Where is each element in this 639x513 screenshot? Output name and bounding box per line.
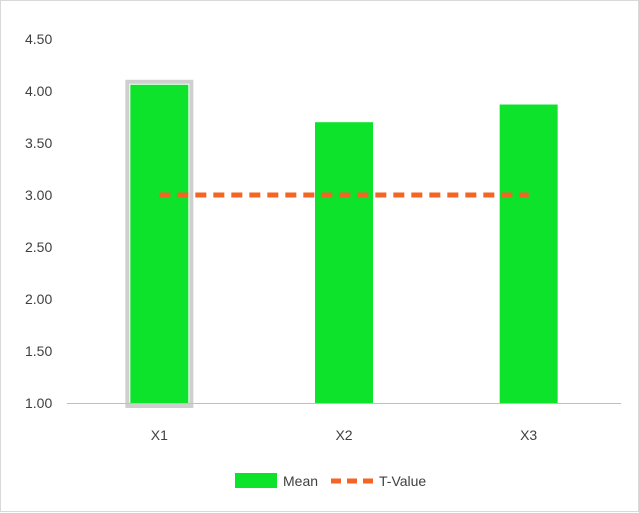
x-tick-label: X1 — [151, 427, 168, 443]
y-tick-label: 3.50 — [25, 135, 52, 151]
bar-x2[interactable] — [315, 122, 373, 403]
bar-x1[interactable] — [130, 84, 189, 403]
bars-group[interactable] — [125, 79, 558, 408]
legend: Mean T-Value — [235, 473, 426, 489]
y-tick-label: 3.00 — [25, 187, 52, 203]
x-tick-label: X3 — [520, 427, 537, 443]
y-tick-label: 4.50 — [25, 31, 52, 47]
y-tick-label: 1.50 — [25, 343, 52, 359]
bar-selection-outline — [125, 79, 194, 408]
y-tick-label: 2.00 — [25, 291, 52, 307]
bar-x3[interactable] — [499, 104, 558, 404]
y-tick-label: 4.00 — [25, 83, 52, 99]
legend-mean-swatch — [235, 473, 277, 488]
y-tick-label: 1.00 — [25, 395, 52, 411]
x-tick-label: X2 — [335, 427, 352, 443]
y-tick-label: 2.50 — [25, 239, 52, 255]
legend-mean-label: Mean — [283, 473, 318, 489]
y-axis-ticks: 1.00 1.50 2.00 2.50 3.00 3.50 4.00 4.50 — [25, 31, 52, 411]
legend-t-value-label: T-Value — [379, 473, 426, 489]
x-axis-ticks: X1 X2 X3 — [151, 427, 538, 443]
